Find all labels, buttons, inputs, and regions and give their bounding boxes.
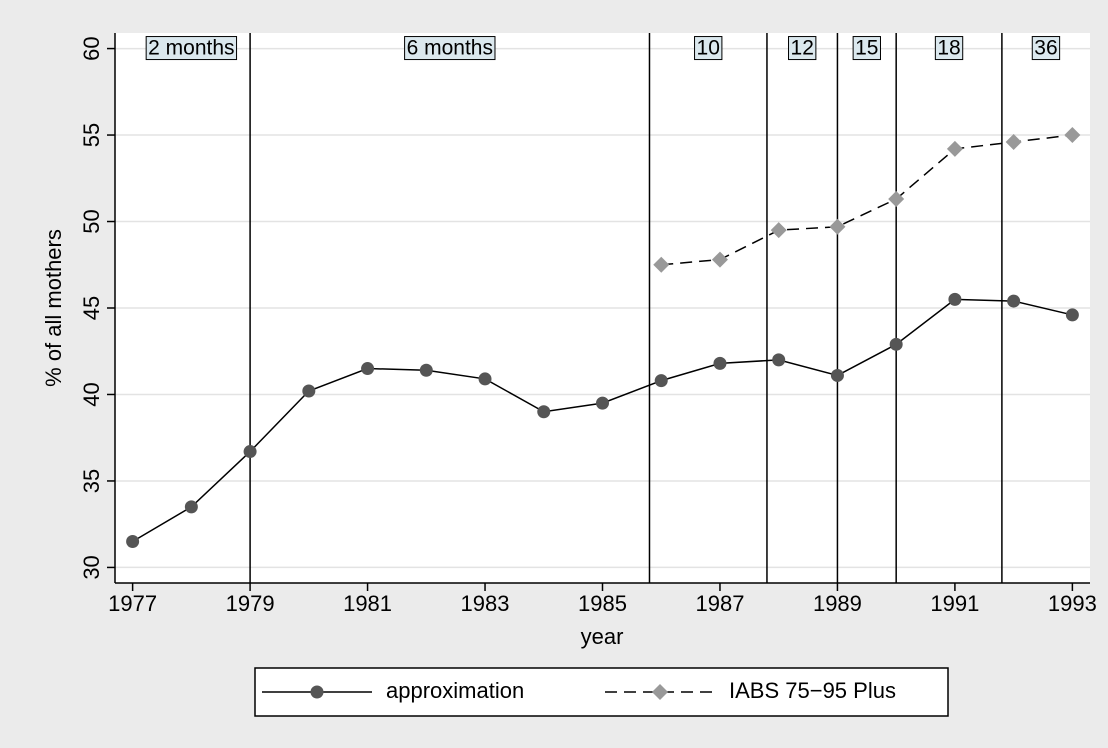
period-label-box (1031, 36, 1061, 61)
point (889, 337, 903, 351)
y-tick-label: 40 (79, 382, 104, 406)
y-tick-label: 60 (79, 36, 104, 60)
y-tick-label: 55 (79, 123, 104, 147)
point (1064, 127, 1081, 144)
period-label: 10 (697, 37, 720, 60)
x-tick-label: 1991 (930, 591, 979, 616)
point (478, 372, 492, 386)
point (946, 140, 963, 157)
point (653, 256, 670, 273)
point (770, 222, 787, 239)
point (711, 251, 728, 268)
period-label: 2 months (148, 37, 234, 60)
x-tick-label: 1987 (695, 591, 744, 616)
x-tick-label: 1981 (343, 591, 392, 616)
x-axis-label: year (581, 624, 624, 649)
legend-marker (310, 685, 324, 699)
period-label: 15 (855, 37, 878, 60)
point (596, 396, 609, 410)
y-tick-label: 35 (79, 469, 104, 493)
x-tick-label: 1985 (578, 591, 627, 616)
period-label-box (934, 36, 964, 61)
series-line (661, 134, 1073, 266)
point (713, 356, 727, 370)
legend-label: IABS 75−95 Plus (729, 678, 896, 703)
x-tick-label: 1977 (108, 591, 157, 616)
x-tick-label: 1983 (461, 591, 510, 616)
y-tick-label: 50 (79, 209, 104, 233)
point (830, 368, 844, 382)
period-label-box (404, 36, 496, 61)
period-label: 12 (791, 37, 814, 60)
period-label-box (694, 36, 723, 61)
point (243, 445, 257, 459)
y-axis-label: % of all mothers (41, 229, 66, 387)
x-tick-label: 1989 (813, 591, 862, 616)
period-label-box (852, 36, 881, 61)
period-label: 18 (937, 37, 960, 60)
point (1005, 133, 1022, 150)
x-tick-label: 1993 (1048, 591, 1097, 616)
point (829, 218, 846, 235)
point (537, 405, 551, 419)
period-label-box (145, 36, 238, 61)
period-label: 36 (1034, 37, 1057, 60)
point (1065, 308, 1079, 322)
period-label: 6 months (407, 37, 493, 60)
point (184, 500, 198, 514)
point (1007, 294, 1021, 308)
period-label-box (788, 36, 817, 61)
y-tick-label: 30 (79, 555, 104, 579)
point (361, 362, 375, 376)
point (654, 374, 668, 388)
legend-marker (652, 684, 668, 700)
point (772, 353, 786, 367)
point (888, 191, 905, 208)
legend-label: approximation (386, 678, 524, 703)
point (948, 292, 962, 306)
point (302, 384, 316, 398)
point (126, 534, 140, 548)
x-tick-label: 1979 (226, 591, 275, 616)
y-tick-label: 45 (79, 296, 104, 320)
point (419, 363, 433, 377)
